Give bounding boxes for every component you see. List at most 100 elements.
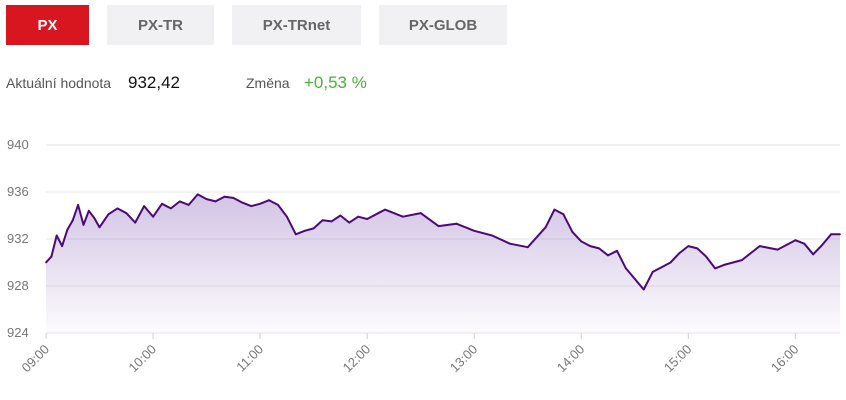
data-point bbox=[82, 224, 85, 226]
tab-px-tr[interactable]: PX-TR bbox=[107, 5, 214, 45]
data-point bbox=[250, 205, 253, 208]
data-point bbox=[196, 193, 199, 196]
data-point bbox=[437, 225, 440, 228]
data-point bbox=[651, 271, 654, 273]
x-tick-label: 16:00 bbox=[768, 342, 802, 376]
y-tick-label: 924 bbox=[7, 325, 29, 340]
data-point bbox=[61, 245, 63, 248]
current-value-label: Aktuální hodnota bbox=[6, 75, 112, 91]
data-point bbox=[107, 213, 110, 216]
data-point bbox=[214, 200, 217, 203]
x-tick-label: 13:00 bbox=[447, 342, 481, 376]
change-label: Změna bbox=[246, 75, 290, 91]
data-point bbox=[98, 226, 101, 229]
x-tick-label: 11:00 bbox=[233, 342, 266, 375]
data-point bbox=[50, 255, 53, 258]
tab-px-trnet[interactable]: PX-TRnet bbox=[232, 5, 361, 45]
data-point bbox=[366, 218, 369, 220]
data-point bbox=[66, 228, 69, 231]
data-point bbox=[170, 207, 172, 210]
data-point bbox=[839, 233, 841, 236]
data-point bbox=[830, 233, 832, 236]
data-point bbox=[669, 261, 672, 264]
data-point bbox=[758, 245, 761, 248]
data-point bbox=[143, 205, 146, 208]
data-point bbox=[714, 267, 716, 270]
data-point bbox=[642, 288, 645, 291]
data-point bbox=[205, 198, 208, 201]
data-point bbox=[776, 248, 779, 251]
data-point bbox=[473, 229, 476, 232]
data-point bbox=[152, 215, 155, 218]
series-points bbox=[45, 193, 841, 291]
data-point bbox=[178, 200, 181, 203]
data-point bbox=[161, 202, 163, 205]
index-tabs: PX PX-TR PX-TRnet PX-GLOB bbox=[6, 5, 507, 45]
data-point bbox=[87, 209, 90, 212]
data-point bbox=[321, 219, 324, 222]
data-point bbox=[741, 259, 743, 261]
y-tick-label: 932 bbox=[7, 231, 29, 246]
data-point bbox=[134, 221, 137, 224]
x-tick-label: 12:00 bbox=[340, 342, 374, 376]
data-point bbox=[312, 227, 315, 230]
data-point bbox=[723, 264, 725, 266]
data-point bbox=[277, 204, 279, 206]
data-point bbox=[607, 254, 609, 257]
data-point bbox=[303, 229, 306, 232]
data-point bbox=[187, 204, 190, 206]
data-point bbox=[526, 246, 529, 249]
data-point bbox=[294, 233, 297, 236]
data-point bbox=[821, 244, 824, 246]
tab-px[interactable]: PX bbox=[6, 5, 89, 45]
data-point bbox=[544, 226, 547, 229]
data-point bbox=[330, 220, 333, 223]
data-point bbox=[71, 219, 74, 222]
data-point bbox=[357, 215, 360, 218]
data-point bbox=[402, 215, 404, 218]
x-tick-label: 14:00 bbox=[554, 342, 588, 376]
data-point bbox=[705, 255, 708, 258]
y-tick-label: 936 bbox=[7, 184, 29, 199]
data-point bbox=[678, 252, 681, 255]
data-point bbox=[116, 207, 119, 210]
data-point bbox=[616, 249, 618, 252]
data-point bbox=[45, 261, 47, 264]
data-point bbox=[553, 208, 556, 211]
data-point bbox=[625, 267, 627, 270]
data-point bbox=[580, 240, 583, 243]
data-point bbox=[259, 202, 261, 205]
y-axis-ticks: 940 936 932 928 924 bbox=[7, 137, 29, 340]
data-point bbox=[77, 204, 79, 206]
x-tick-label: 10:00 bbox=[126, 342, 160, 376]
tab-px-glob[interactable]: PX-GLOB bbox=[379, 5, 507, 45]
data-point bbox=[589, 245, 592, 248]
data-point bbox=[268, 199, 270, 202]
series-line bbox=[45, 193, 840, 291]
data-point bbox=[696, 247, 699, 250]
series-area bbox=[46, 194, 840, 333]
data-point bbox=[223, 195, 226, 198]
x-tick-label: 09:00 bbox=[19, 342, 53, 376]
data-point bbox=[93, 217, 96, 219]
data-point bbox=[455, 222, 458, 225]
data-point bbox=[286, 215, 288, 218]
current-value: 932,42 bbox=[128, 73, 180, 92]
data-point bbox=[794, 239, 797, 242]
data-point bbox=[339, 214, 342, 217]
data-point bbox=[803, 242, 806, 245]
data-point bbox=[633, 278, 636, 280]
data-point bbox=[384, 208, 386, 211]
data-point bbox=[419, 212, 422, 215]
data-point bbox=[687, 245, 690, 248]
data-point bbox=[55, 234, 58, 237]
data-point bbox=[812, 253, 815, 256]
data-point bbox=[562, 213, 565, 216]
data-point bbox=[571, 231, 574, 233]
x-tick-label: 15:00 bbox=[661, 342, 695, 376]
data-point bbox=[348, 221, 351, 224]
data-point bbox=[125, 212, 128, 215]
x-axis-ticks: 09:00 10:00 11:00 12:00 13:00 14:00 15:00 16:00 bbox=[19, 333, 802, 375]
y-tick-label: 928 bbox=[7, 278, 29, 293]
y-tick-label: 940 bbox=[7, 137, 29, 152]
